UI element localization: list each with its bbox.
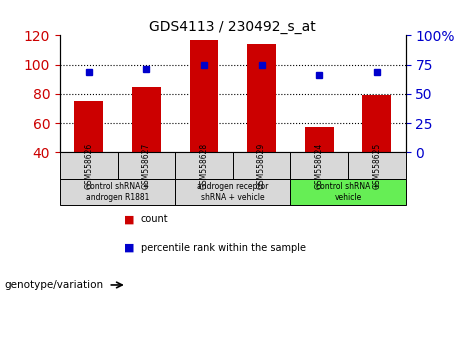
Text: GSM558629: GSM558629 [257,142,266,189]
Text: ■: ■ [124,243,134,253]
Bar [362,95,391,152]
Text: control shRNA +
vehicle: control shRNA + vehicle [317,182,379,202]
Text: androgen receptor
shRNA + vehicle: androgen receptor shRNA + vehicle [197,182,268,202]
Bar [290,152,348,179]
Bar [305,127,334,152]
Bar [290,179,406,205]
Text: GSM558626: GSM558626 [84,142,93,189]
Bar [74,101,103,152]
Text: count: count [141,215,168,224]
Bar [118,152,175,179]
Bar [348,152,406,179]
Text: genotype/variation: genotype/variation [5,280,104,290]
Bar [247,44,276,152]
Bar [175,152,233,179]
Bar [60,179,175,205]
Bar [175,179,290,205]
Text: GSM558628: GSM558628 [200,142,208,189]
Text: control shRNA +
androgen R1881: control shRNA + androgen R1881 [86,182,149,202]
Bar [132,86,161,152]
Bar [189,40,219,152]
Text: GSM558627: GSM558627 [142,142,151,189]
Title: GDS4113 / 230492_s_at: GDS4113 / 230492_s_at [149,21,316,34]
Text: GSM558624: GSM558624 [315,142,324,189]
Text: percentile rank within the sample: percentile rank within the sample [141,243,306,253]
Text: GSM558625: GSM558625 [372,142,381,189]
Text: ■: ■ [124,215,134,224]
Bar [60,152,118,179]
Bar [233,152,290,179]
